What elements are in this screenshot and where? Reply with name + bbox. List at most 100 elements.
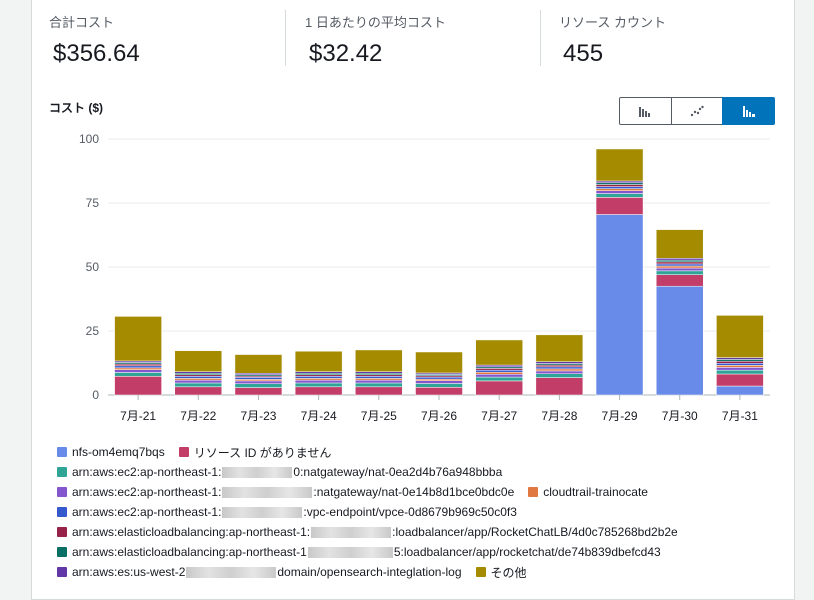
bar-segment [294,382,343,388]
legend-row: arn:aws:elasticloadbalancing:ap-northeas… [57,542,797,562]
redacted-text [186,567,277,579]
bar-segment [174,379,223,384]
stacked-bar-chart-button[interactable] [722,97,776,125]
total-cost-label: 合計コスト [49,15,115,30]
redacted-text [222,487,313,499]
bar-segment [535,361,584,364]
legend-swatch [57,547,67,557]
legend-swatch [57,567,67,577]
bar-segment [535,364,584,368]
legend-swatch [57,487,67,497]
bar-segment [535,373,584,378]
bar-segment [595,197,644,215]
legend-swatch [57,507,67,517]
resource-count-stat: リソース カウント 455 [559,12,666,68]
bar-segment [716,363,764,366]
x-tick-label: 7月-25 [361,409,397,423]
legend-label: arn:aws:ec2:ap-northeast-1::natgateway/n… [72,485,515,499]
legend-row: arn:aws:ec2:ap-northeast-1: 0:natgateway/… [57,462,797,482]
x-tick-label: 7月-23 [240,409,276,423]
bar-segment [174,350,223,372]
bar-segment [234,380,283,384]
bar-chart-button[interactable] [619,97,672,125]
y-tick-label: 50 [86,260,100,274]
x-tick-label: 7月-24 [301,409,337,423]
bar-segment [716,367,764,371]
bar-segment [174,378,223,381]
bar-segment [535,366,584,370]
average-cost-stat: 1 日あたりの平均コスト $32.42 [305,12,446,68]
bar-segment [716,365,764,368]
bar-segment [716,373,764,387]
chart-type-toggle [619,97,776,125]
legend-swatch [475,567,486,577]
legend-swatch [528,487,539,497]
legend-item[interactable]: arn:aws:es:us-west-2 domain/opensearch-in… [57,565,462,579]
legend-row: arn:aws:ec2:ap-northeast-1::natgateway/n… [57,482,797,502]
y-tick-label: 25 [86,324,100,338]
bar-chart-icon [639,107,651,117]
legend-row: nfs-om4emq7bqs リソース ID がありません [57,442,797,462]
chart-title: コスト ($) [49,101,104,115]
bar-segment [114,367,162,370]
bar-segment [114,369,162,373]
bar-segment [415,380,463,384]
legend-label: その他 [490,565,527,580]
x-tick-label: 7月-27 [481,409,517,423]
legend-label: arn:aws:ec2:ap-northeast-1: 0:natgateway/… [72,465,503,479]
bar-segment [114,365,162,369]
x-tick-label: 7月-21 [120,409,156,423]
bar-segment [355,349,403,372]
bar-segment [234,377,283,380]
bar-segment [355,382,403,388]
legend-item[interactable]: arn:aws:ec2:ap-northeast-1: 0:natgateway/… [57,465,502,479]
bar-segment [716,385,764,396]
legend-row: arn:aws:elasticloadbalancing:ap-northeas… [57,522,797,542]
legend-swatch [57,447,67,457]
bar-segment [535,368,584,372]
legend-swatch [178,447,189,457]
bar-segment [655,259,704,263]
legend-label: nfs-om4emq7bqs [72,445,165,459]
bar-segment [595,186,644,189]
legend-item[interactable]: arn:aws:elasticloadbalancing:ap-northeas… [57,545,661,559]
average-cost-label: 1 日あたりの平均コスト [305,15,446,30]
cost-chart: 0 25 50 75 100 7月-21 7月-22 7月-23 7月-24 7月-25 7月-26… [79,132,770,423]
legend-label: arn:aws:elasticloadbalancing:ap-northeas… [72,525,678,539]
bar-segment [294,386,343,396]
bar-segment [535,377,584,396]
legend-item[interactable]: nfs-om4emq7bqs [57,445,165,459]
bar-segment [595,193,644,198]
x-tick-label: 7月-28 [541,409,577,423]
bar-segment [355,376,403,379]
bar-segment [655,270,704,275]
bar-segment [355,386,403,396]
legend-item[interactable]: その他 [475,564,527,581]
bar-segment [716,359,764,362]
bar-segment [234,354,283,374]
bar-segment [234,383,283,388]
legend-item[interactable]: リソース ID がありません [178,444,331,461]
stacked-bar-chart-icon [742,106,755,117]
bar-segment [114,372,162,377]
legend-label: cloudtrail-trainocate [543,485,648,499]
bar-segment [655,267,704,272]
legend-item[interactable]: arn:aws:elasticloadbalancing:ap-northeas… [57,525,678,539]
bar-segment [655,265,704,269]
bar-segment [595,214,644,396]
x-tick-label: 7月-29 [602,409,638,423]
x-tick-label: 7月-30 [662,409,698,423]
bar-segment [535,370,584,375]
legend-item[interactable]: arn:aws:ec2:ap-northeast-1::natgateway/n… [57,485,514,499]
x-tick-label: 7月-31 [722,409,758,423]
line-chart-button[interactable] [670,97,724,125]
bar-segment [294,378,343,381]
bar-segment [415,376,463,380]
bar-segment [234,387,283,396]
legend-item[interactable]: arn:aws:ec2:ap-northeast-1::vpc-endpoint… [57,505,517,519]
redacted-text [222,467,293,479]
bar-segment [475,380,523,396]
bar-segment [114,363,162,367]
bar-segment [174,376,223,379]
legend-item[interactable]: cloudtrail-trainocate [528,485,648,499]
